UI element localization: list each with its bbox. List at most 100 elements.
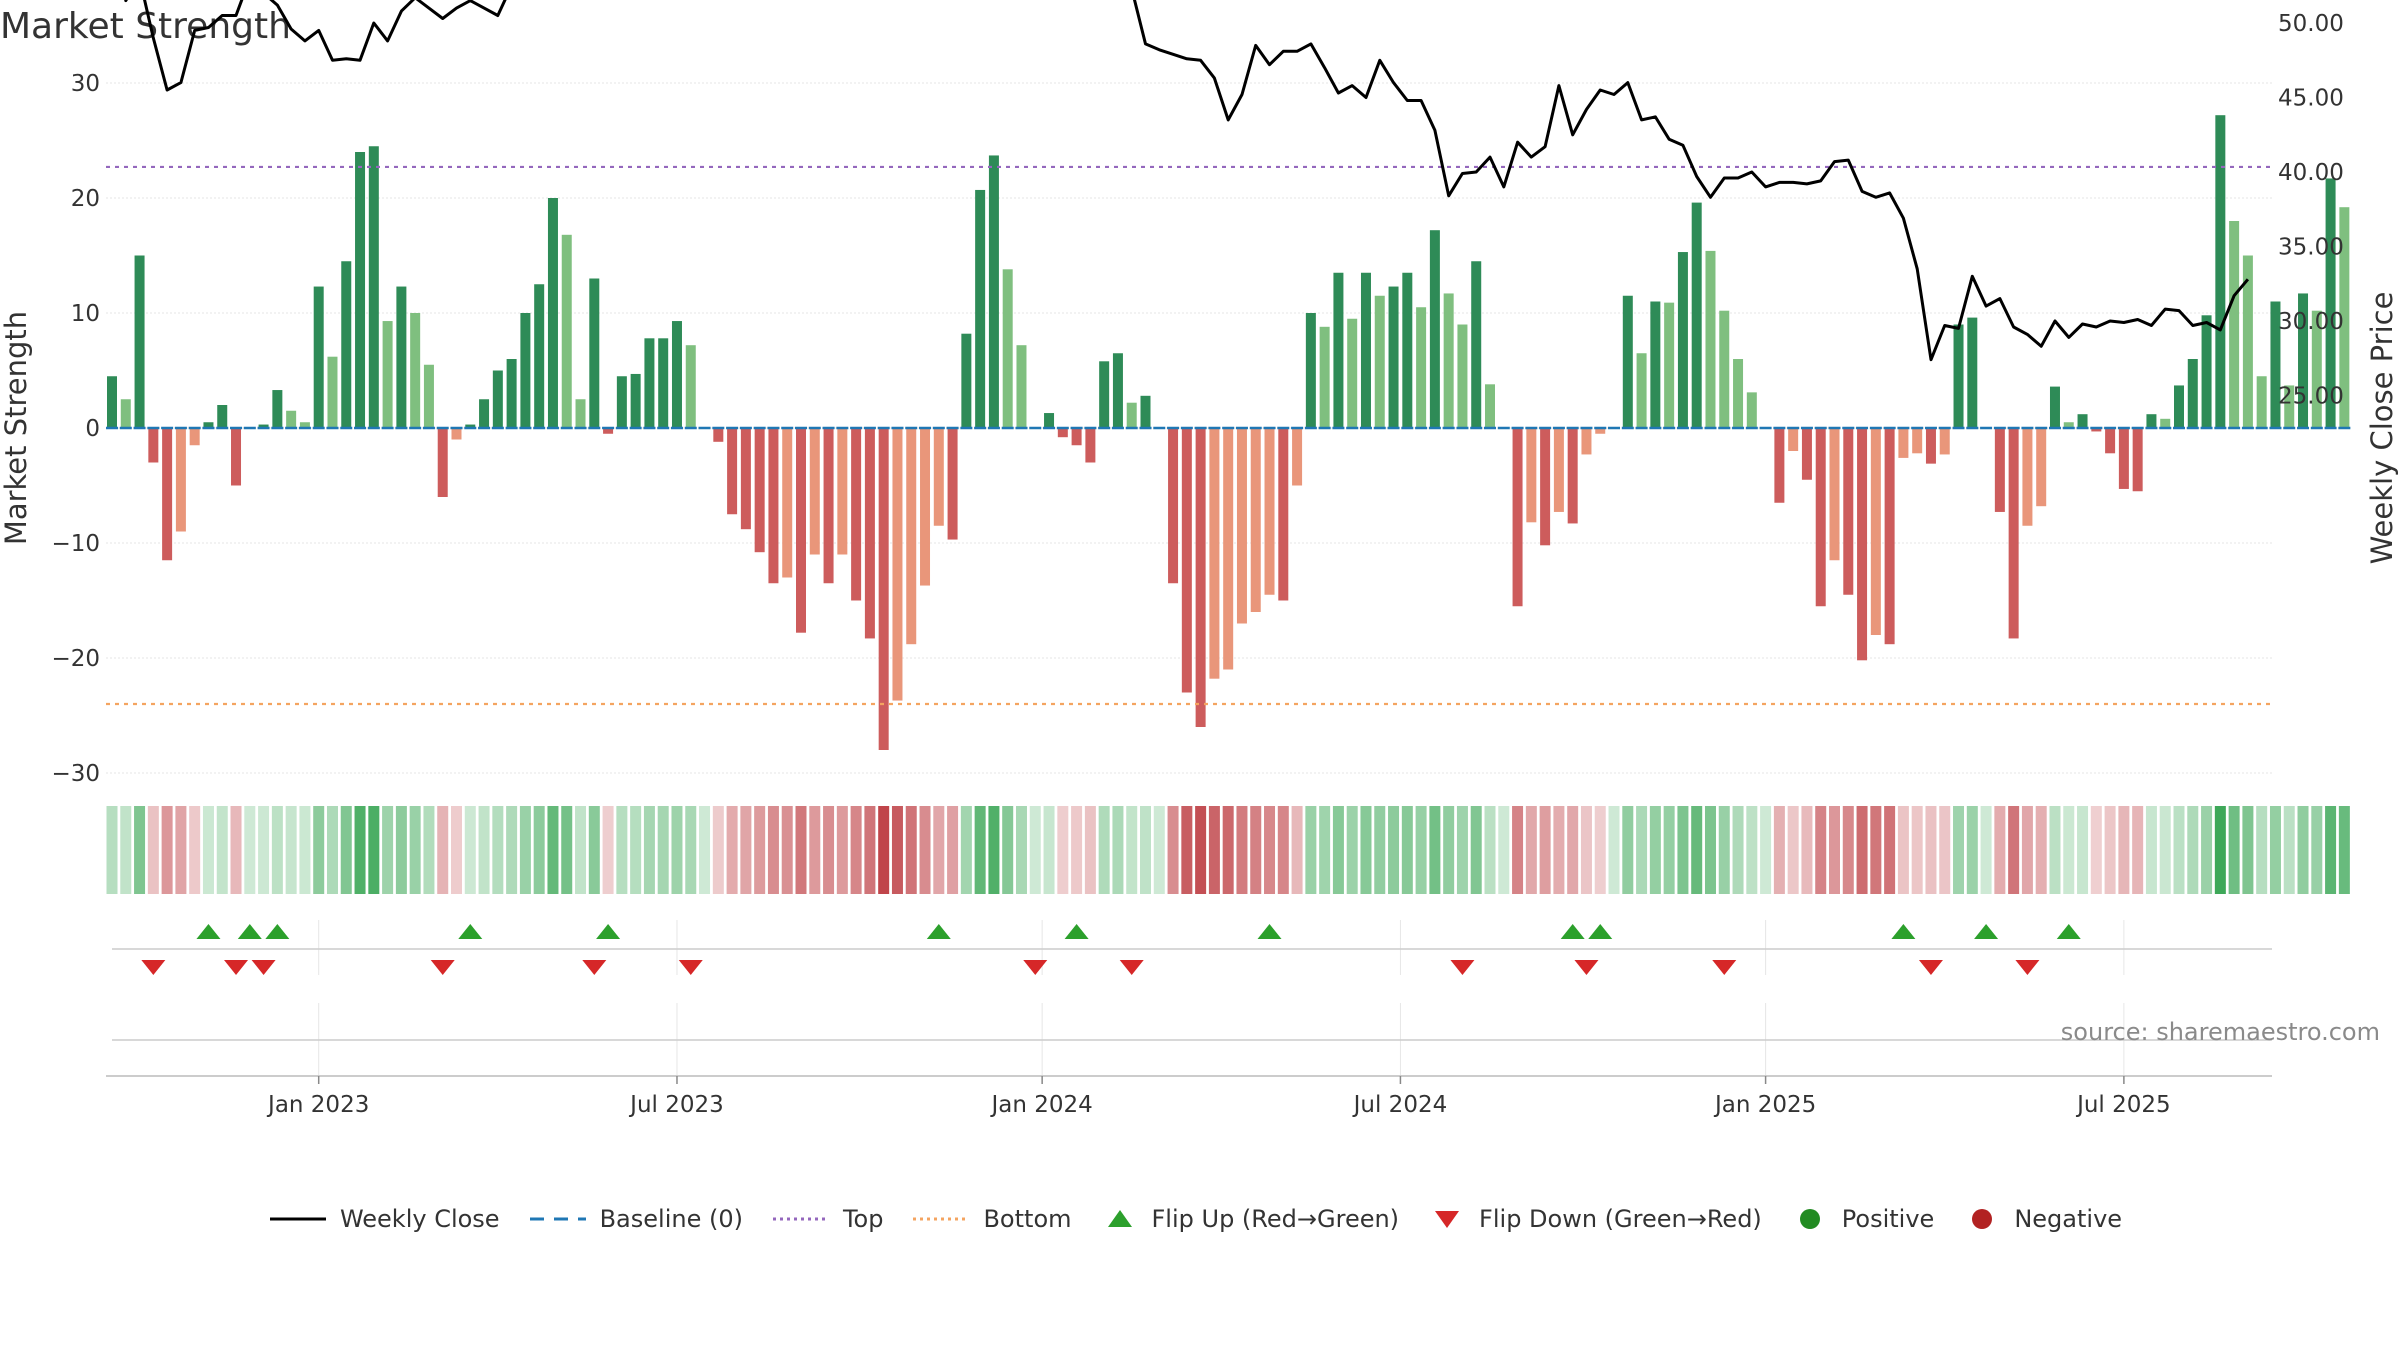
strength-bar [685,345,696,428]
strength-bar [851,428,862,601]
strength-bar [1664,302,1675,428]
strength-bar [2174,385,2184,428]
y-tick-label: 30 [71,71,100,97]
strength-bar [1250,428,1261,612]
heat-cell [1911,806,1923,894]
heat-cell [1401,806,1413,894]
strength-bar [162,428,173,561]
heat-cell [643,806,655,894]
strength-bar [782,428,793,578]
strength-bar [1071,428,1082,446]
y2-tick-label: 25.00 [2278,384,2344,410]
x-tick-label: Jul 2025 [2075,1092,2171,1118]
heat-cell [671,806,683,894]
heat-cell [2132,806,2144,894]
heat-cell [120,806,132,894]
heat-cell [767,806,779,894]
heat-cell [326,806,338,894]
legend-baseline[interactable]: Baseline (0) [528,1205,743,1233]
strength-bar [148,428,159,463]
strength-bar [947,428,958,540]
strength-bar [1581,428,1592,455]
heat-cell [1829,806,1840,894]
legend-positive[interactable]: Positive [1790,1205,1935,1233]
strength-bar [120,399,131,428]
heat-cell [864,806,876,894]
strength-bar [1526,428,1537,523]
strength-bar [1857,428,1868,661]
strength-bar [437,428,448,497]
heat-cell [1222,806,1234,894]
heat-cell [1470,806,1482,894]
legend-bottom[interactable]: Bottom [911,1205,1072,1233]
weekly-close-line [124,0,2250,362]
flip-up-marker [1560,924,1585,939]
strength-bar [2215,115,2226,428]
heat-cell [1870,806,1882,894]
legend-label: Weekly Close [339,1205,500,1233]
heat-cell [2021,806,2033,894]
legend-flip-up[interactable]: Flip Up (Red→Green) [1100,1205,1399,1233]
heat-cell [2256,806,2268,894]
strength-bar [754,428,765,553]
y2-tick-label: 40.00 [2278,160,2344,186]
y-tick-label: −10 [51,531,100,557]
heat-cell [1636,806,1648,894]
heat-cell [1456,806,1468,894]
flip-down-marker [251,960,276,975]
strength-bar [547,198,558,428]
legend-top[interactable]: Top [771,1205,883,1233]
triangle-up-icon [1107,1210,1132,1227]
strength-bar [1912,428,1923,454]
strength-bar [2242,255,2253,428]
strength-bar [1650,301,1661,428]
heat-cell [1608,806,1620,894]
strength-bar [2049,386,2060,428]
strength-heat-strip [106,806,2350,894]
legend-flip-down[interactable]: Flip Down (Green→Red) [1427,1205,1762,1233]
heat-cell [437,806,449,894]
strength-bar [864,428,875,639]
heat-cell [1305,806,1317,894]
heat-cell [588,806,600,894]
strength-bar [2105,428,2116,454]
heat-cell [685,806,697,894]
strength-bar [906,428,917,645]
strength-bar [1347,318,1358,428]
heat-cell [2035,806,2047,894]
strength-bar [1622,295,1633,428]
heat-cell [1126,806,1138,894]
heat-cell [1953,806,1965,894]
heat-cell [781,806,793,894]
legend-weekly-close[interactable]: Weekly Close [268,1205,500,1233]
strength-bar [410,313,421,428]
heat-cell [1525,806,1537,894]
heat-cell [2242,806,2254,894]
flip-up-marker [237,924,262,939]
heat-cell [2269,806,2281,894]
heat-cell [657,806,669,894]
legend-negative[interactable]: Negative [1962,1205,2122,1233]
heat-cell [850,806,862,894]
strength-bar [1168,428,1179,584]
negative-dot-icon [1972,1209,1993,1229]
flip-down-marker [1450,960,1475,975]
strength-bar [1801,428,1812,480]
heat-cell [1594,806,1606,894]
heat-cell [630,806,642,894]
strength-bar [1388,286,1399,428]
strength-bar [823,428,834,584]
heat-cell [809,806,821,894]
heat-cell [2311,806,2323,894]
heat-cell [1884,806,1896,894]
strength-bar [1195,428,1206,727]
y2-tick-label: 50.00 [2278,11,2344,37]
strength-bar [327,356,338,428]
flip-up-marker [926,924,951,939]
legend-label: Positive [1841,1205,1935,1233]
strength-bar [479,399,490,428]
strength-bar [878,428,889,750]
strength-bar [2229,221,2240,428]
heat-cell [2118,806,2130,894]
heat-cell [395,806,407,894]
